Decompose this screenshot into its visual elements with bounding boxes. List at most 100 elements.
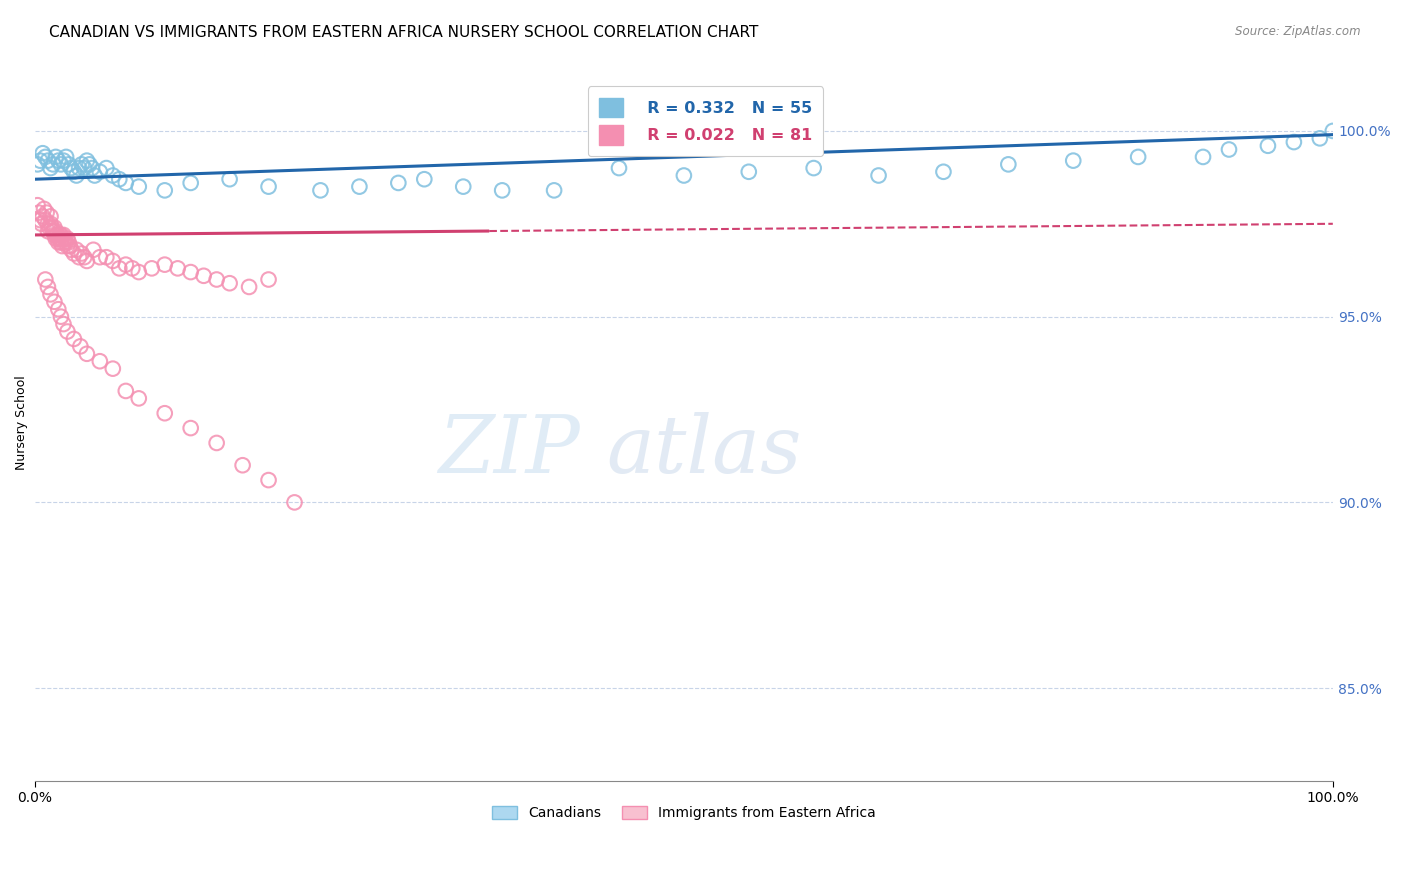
Point [451,179,474,194]
Point [34,150,56,164]
Text: atlas: atlas [606,412,801,490]
Point [39,217,62,231]
Point [49,310,72,324]
Point [28,205,51,219]
Point [30,153,52,168]
Point [73,161,96,175]
Point [96,161,118,175]
Point [101,361,124,376]
Point [1322,124,1344,138]
Point [31,210,53,224]
Point [108,261,131,276]
Point [153,406,176,420]
Point [108,172,131,186]
Point [60,243,83,257]
Point [49,227,72,242]
Point [39,210,62,224]
Point [121,261,143,276]
Point [46,153,69,168]
Point [65,243,87,257]
Point [180,176,202,190]
Point [1282,135,1305,149]
Text: ZIP: ZIP [439,412,581,490]
Point [932,165,955,179]
Point [1192,150,1215,164]
Point [128,265,150,279]
Point [55,150,77,164]
Point [205,272,228,286]
Point [1126,150,1149,164]
Point [63,165,86,179]
Point [997,157,1019,171]
Point [52,235,75,250]
Point [34,272,56,286]
Point [67,250,90,264]
Point [58,235,80,250]
Point [44,227,66,242]
Point [114,176,136,190]
Point [153,183,176,197]
Point [672,169,695,183]
Point [55,235,77,250]
Point [238,280,260,294]
Point [114,258,136,272]
Point [30,217,52,231]
Point [218,172,240,186]
Point [60,161,83,175]
Point [1062,153,1084,168]
Point [257,179,280,194]
Point [803,161,825,175]
Point [45,150,67,164]
Point [868,169,890,183]
Point [114,384,136,398]
Point [48,232,70,246]
Point [53,232,76,246]
Point [101,169,124,183]
Point [52,317,75,331]
Point [63,246,86,260]
Point [76,347,98,361]
Point [543,183,565,197]
Point [48,227,70,242]
Point [45,232,67,246]
Point [37,280,59,294]
Point [166,261,188,276]
Point [153,258,176,272]
Point [232,458,254,473]
Point [42,157,65,171]
Point [70,246,93,260]
Point [80,161,103,175]
Point [38,220,60,235]
Point [41,220,63,235]
Point [76,153,98,168]
Point [218,277,240,291]
Point [46,227,69,242]
Point [44,294,66,309]
Point [387,176,409,190]
Point [141,261,163,276]
Point [76,254,98,268]
Point [205,436,228,450]
Point [67,161,90,175]
Point [34,213,56,227]
Point [180,421,202,435]
Point [27,157,49,171]
Point [37,224,59,238]
Point [180,265,202,279]
Point [51,232,73,246]
Point [45,224,67,238]
Point [69,339,91,353]
Point [257,272,280,286]
Point [56,232,79,246]
Y-axis label: Nursery School: Nursery School [15,376,28,470]
Point [101,254,124,268]
Point [49,157,72,171]
Point [128,392,150,406]
Point [37,217,59,231]
Point [46,232,69,246]
Point [56,325,79,339]
Legend: Canadians, Immigrants from Eastern Africa: Canadians, Immigrants from Eastern Afric… [486,800,882,826]
Text: CANADIAN VS IMMIGRANTS FROM EASTERN AFRICA NURSERY SCHOOL CORRELATION CHART: CANADIAN VS IMMIGRANTS FROM EASTERN AFRI… [49,25,759,40]
Point [607,161,630,175]
Point [27,198,49,212]
